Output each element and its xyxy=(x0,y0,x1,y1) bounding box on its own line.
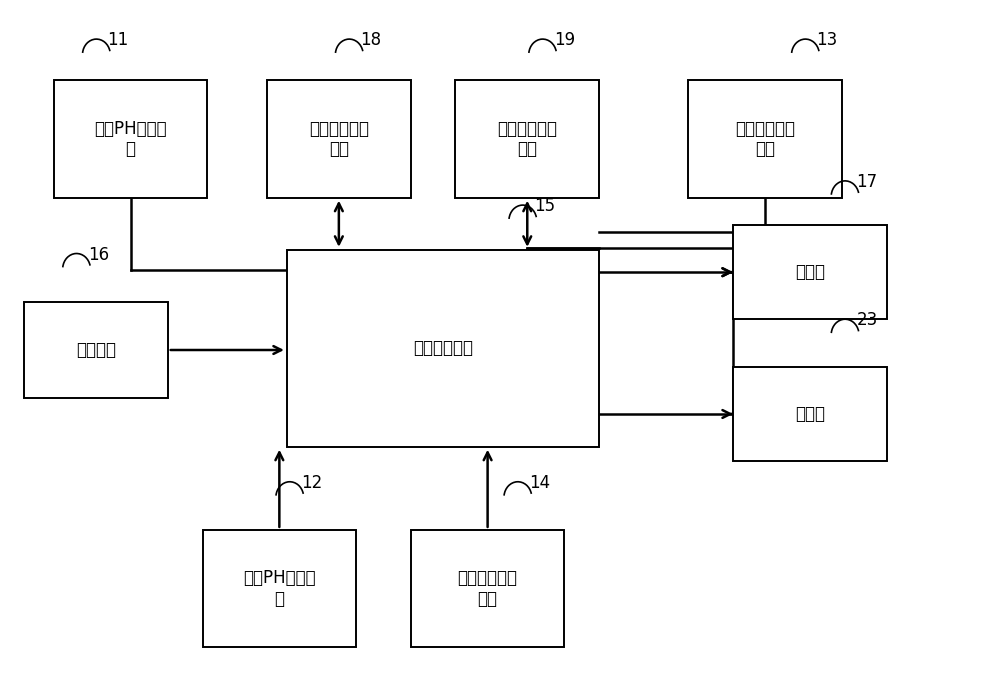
Text: 15: 15 xyxy=(534,197,555,215)
FancyBboxPatch shape xyxy=(267,80,411,198)
Text: 第二温度测量
电路: 第二温度测量 电路 xyxy=(458,569,518,608)
Text: 第一低报警继
电器: 第一低报警继 电器 xyxy=(497,120,557,158)
FancyBboxPatch shape xyxy=(688,80,842,198)
FancyBboxPatch shape xyxy=(733,225,887,319)
Text: 第一PH测量电
路: 第一PH测量电 路 xyxy=(94,120,167,158)
Text: 13: 13 xyxy=(817,31,838,49)
Text: 17: 17 xyxy=(856,173,877,191)
FancyBboxPatch shape xyxy=(455,80,599,198)
Text: 显示器: 显示器 xyxy=(795,263,825,281)
Text: 蜂鸣器: 蜂鸣器 xyxy=(795,405,825,423)
Text: 14: 14 xyxy=(529,474,550,492)
FancyBboxPatch shape xyxy=(287,250,599,447)
Text: 11: 11 xyxy=(108,31,129,49)
FancyBboxPatch shape xyxy=(24,302,168,398)
FancyBboxPatch shape xyxy=(203,530,356,648)
FancyBboxPatch shape xyxy=(54,80,207,198)
Text: 第二PH测量电
路: 第二PH测量电 路 xyxy=(243,569,316,608)
FancyBboxPatch shape xyxy=(733,368,887,461)
Text: 23: 23 xyxy=(856,312,878,329)
Text: 19: 19 xyxy=(554,31,575,49)
Text: 第一温度测量
电路: 第一温度测量 电路 xyxy=(735,120,795,158)
FancyBboxPatch shape xyxy=(411,530,564,648)
Text: 采集处理单元: 采集处理单元 xyxy=(413,340,473,357)
Text: 按键单元: 按键单元 xyxy=(76,341,116,359)
Text: 12: 12 xyxy=(301,474,322,492)
Text: 16: 16 xyxy=(88,246,109,263)
Text: 18: 18 xyxy=(361,31,382,49)
Text: 第一高报警继
电器: 第一高报警继 电器 xyxy=(309,120,369,158)
